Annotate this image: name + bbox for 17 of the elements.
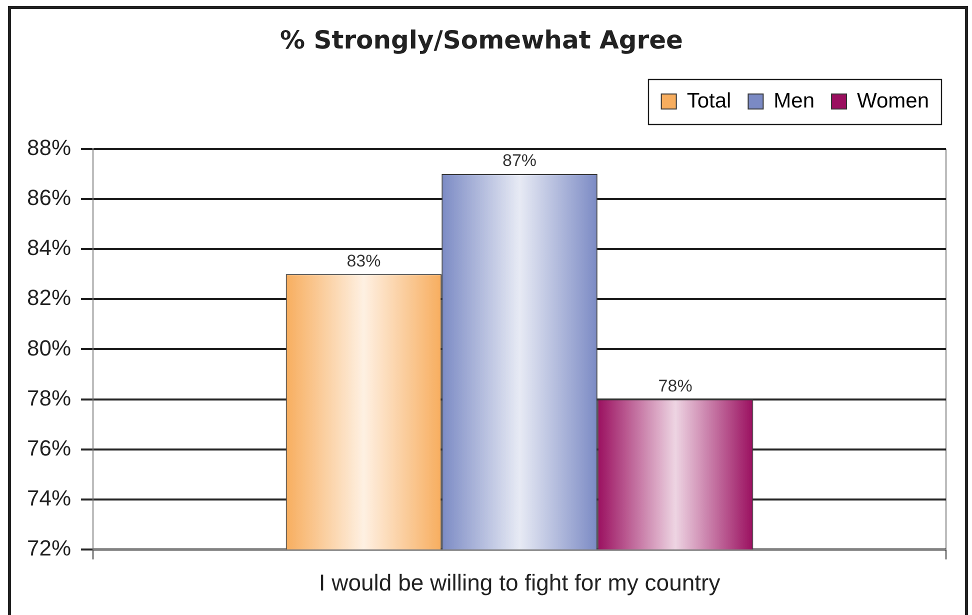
data-label: 83% xyxy=(346,251,381,270)
data-label: 78% xyxy=(658,376,692,396)
chart-title: % Strongly/Somewhat Agree xyxy=(280,26,683,54)
data-label: 87% xyxy=(502,151,537,170)
legend-label: Men xyxy=(774,89,815,112)
x-tick-label: I would be willing to fight for my country xyxy=(318,570,721,596)
y-tick-label: 78% xyxy=(26,385,72,410)
y-tick-label: 88% xyxy=(26,135,72,160)
y-tick-label: 86% xyxy=(26,185,72,210)
y-tick-label: 72% xyxy=(26,535,72,560)
legend-label: Women xyxy=(857,89,930,112)
y-tick-label: 82% xyxy=(26,285,72,310)
legend-label: Total xyxy=(686,89,732,112)
y-tick-label: 76% xyxy=(26,435,72,460)
y-tick-label: 74% xyxy=(26,485,72,510)
y-tick-label: 84% xyxy=(26,235,72,260)
y-tick-label: 80% xyxy=(26,335,72,360)
